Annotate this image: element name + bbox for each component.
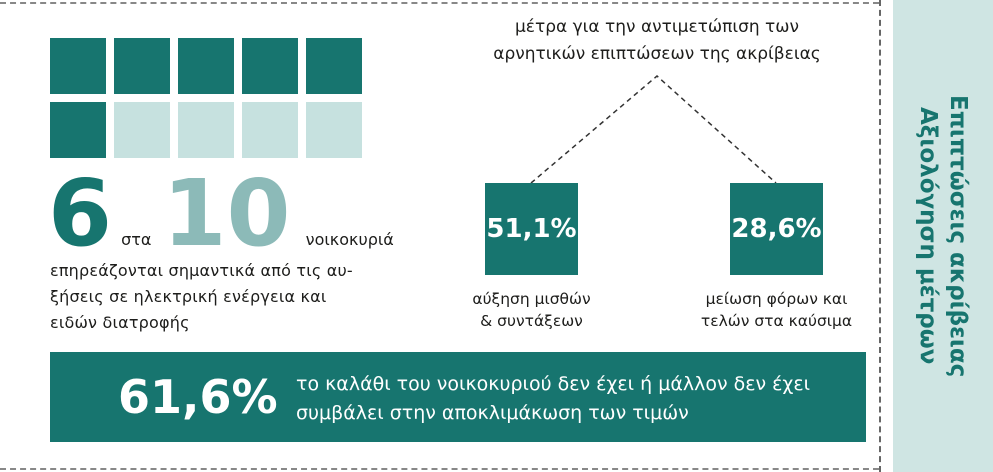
connector-lines xyxy=(530,75,777,184)
title-line: μέτρα για την αντιμετώπιση των xyxy=(514,17,800,37)
waffle-cell-filled xyxy=(50,38,106,94)
measure-label: αύξηση μισθών & συντάξεων xyxy=(450,288,613,332)
dashed-divider xyxy=(879,0,881,472)
waffle-cell-filled xyxy=(178,38,234,94)
households-headline: 6 στα 10 νοικοκυριά xyxy=(48,168,394,260)
households-text: επηρεάζονται σημαντικά από τις αυ- ξήσει… xyxy=(50,258,370,336)
basket-text: το καλάθι του νοικοκυριού δεν έχει ή μάλ… xyxy=(296,370,810,428)
households-total: 10 xyxy=(162,160,291,267)
text-line: συμβάλει στην αποκλιμάκωση των τιμών xyxy=(296,402,689,424)
waffle-cell-empty xyxy=(114,102,170,158)
waffle-cell-filled xyxy=(114,38,170,94)
basket-value: 61,6% xyxy=(118,370,278,424)
text-line: το καλάθι του νοικοκυριού δεν έχει ή μάλ… xyxy=(296,373,811,395)
side-title: Επιπτώσεις ακρίβειας Αξιολόγηση μέτρων xyxy=(913,95,973,377)
waffle-cell-empty xyxy=(178,102,234,158)
label-line: αύξηση μισθών xyxy=(472,290,591,308)
dashed-border xyxy=(0,2,879,4)
measures-title: μέτρα για την αντιμετώπιση των αρνητικών… xyxy=(440,14,874,68)
households-noun: νοικοκυριά xyxy=(305,230,394,249)
households-count: 6 xyxy=(48,160,113,267)
label-line: μείωση φόρων και xyxy=(705,290,848,308)
title-line: αρνητικών επιπτώσεων της ακρίβειας xyxy=(493,44,821,64)
waffle-chart xyxy=(50,38,370,158)
text-line: επηρεάζονται σημαντικά από τις αυ- xyxy=(50,261,353,280)
waffle-cell-filled xyxy=(242,38,298,94)
text-line: ξήσεις σε ηλεκτρική ενέργεια και xyxy=(50,287,327,306)
text-line: ειδών διατροφής xyxy=(50,313,190,332)
dashed-connector xyxy=(530,75,777,184)
label-line: τελών στα καύσιμα xyxy=(700,312,853,330)
side-title-line: Αξιολόγηση μέτρων xyxy=(915,107,941,365)
waffle-cell-empty xyxy=(242,102,298,158)
side-panel: Επιπτώσεις ακρίβειας Αξιολόγηση μέτρων xyxy=(893,0,993,472)
measure-value: 28,6% xyxy=(730,183,823,275)
side-title-line: Επιπτώσεις ακρίβειας xyxy=(945,94,971,378)
dashed-border xyxy=(0,468,879,470)
households-connector: στα xyxy=(121,230,152,249)
basket-banner: 61,6% το καλάθι του νοικοκυριού δεν έχει… xyxy=(50,352,866,442)
waffle-cell-filled xyxy=(306,38,362,94)
measure-value: 51,1% xyxy=(485,183,578,275)
waffle-cell-filled xyxy=(50,102,106,158)
label-line: & συντάξεων xyxy=(480,312,583,330)
measure-label: μείωση φόρων και τελών στα καύσιμα xyxy=(690,288,863,332)
waffle-cell-empty xyxy=(306,102,362,158)
